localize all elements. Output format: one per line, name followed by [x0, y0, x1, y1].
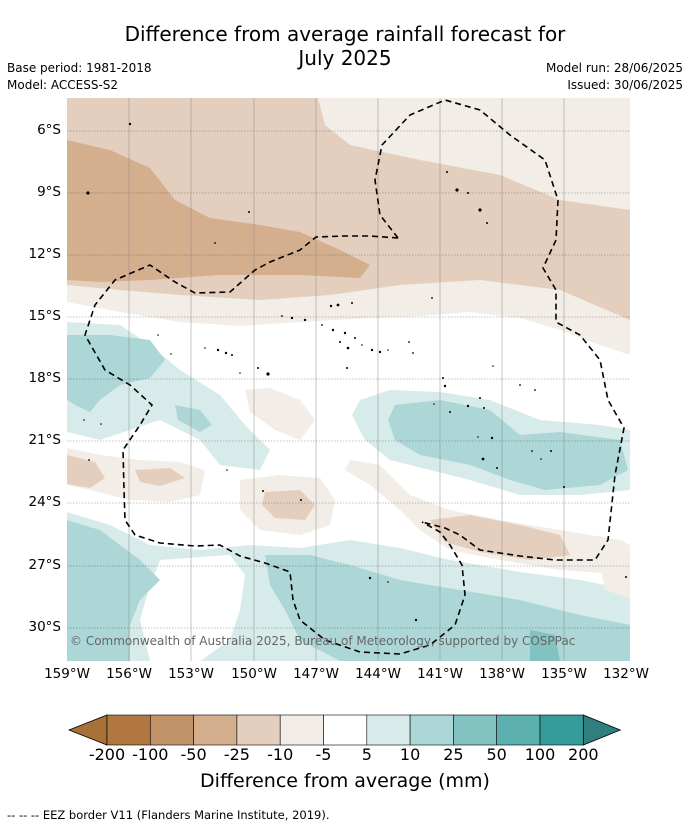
colorbar-tick-label: 200 [568, 745, 599, 764]
meridians [128, 98, 565, 661]
colorbar-tick-label: -200 [88, 745, 126, 764]
dry-region-north-50 [67, 140, 370, 282]
dry-patch-1b [67, 455, 105, 488]
lat-label: 6°S [37, 122, 61, 138]
title-line-2: July 2025 [298, 46, 392, 70]
lon-label: 153°W [168, 666, 214, 682]
title-line-1: Difference from average rainfall forecas… [124, 22, 566, 46]
lon-label: 138°W [479, 666, 525, 682]
colorbar-tick-label: 50 [486, 745, 507, 764]
lat-label: 27°S [28, 557, 62, 573]
colorbar-segment [539, 714, 584, 746]
colorbar-tick-label: -100 [132, 745, 169, 764]
eez-border-cook-islands [374, 99, 625, 561]
model-text: Model: ACCESS-S2 [7, 78, 119, 92]
lon-label: 156°W [106, 666, 152, 682]
colorbar-extend-high [582, 714, 622, 746]
eez-border-north [84, 235, 466, 655]
lat-label: 18°S [28, 370, 62, 386]
colorbar-tick-label: 5 [361, 745, 372, 764]
issued-text: Issued: 30/06/2025 [567, 78, 683, 92]
map-fill-layer [67, 98, 630, 661]
wet-region-west-10 [67, 335, 165, 412]
lat-label: 24°S [28, 494, 62, 510]
colorbar-tick-label: 100 [524, 745, 556, 764]
meta-left: Base period: 1981-2018 Model: ACCESS-S2 [7, 60, 152, 94]
colorbar-segment [106, 714, 151, 746]
lat-label: 21°S [28, 432, 62, 448]
colorbar-segment [279, 714, 324, 746]
meta-right: Model run: 28/06/2025 Issued: 30/06/2025 [546, 60, 683, 94]
map-title: Difference from average rainfall forecas… [0, 22, 690, 70]
colorbar-segment [453, 714, 497, 746]
wet-region-south-25 [530, 630, 560, 661]
colorbar-tick-label: 10 [399, 745, 421, 764]
colorbar-segment [193, 714, 238, 746]
footnote: -- -- -- EEZ border V11 (Flanders Marine… [7, 808, 330, 822]
lon-label: 135°W [541, 666, 587, 682]
colorbar-extend-low [67, 714, 108, 746]
islands [83, 122, 627, 622]
eez-borders [84, 99, 625, 655]
lon-label: 150°W [231, 666, 277, 682]
dry-patch-1c [135, 468, 185, 486]
wet-region-east-10 [388, 400, 628, 490]
lon-label: 132°W [603, 666, 649, 682]
colorbar-segment [496, 714, 541, 746]
colorbar-segment [409, 714, 454, 746]
lat-label: 12°S [28, 246, 62, 262]
dry-patch-4b [430, 515, 570, 560]
wet-region-south-10 [67, 520, 160, 661]
lon-label: 141°W [417, 666, 463, 682]
colorbar-title: Difference from average (mm) [200, 770, 490, 792]
graticule [67, 130, 630, 629]
lon-label: 144°W [355, 666, 401, 682]
colorbar-tick-label: -10 [267, 745, 294, 764]
colorbar-tick-label: -25 [223, 745, 250, 764]
lat-label: 30°S [28, 619, 62, 635]
dry-patch-2b [262, 490, 315, 520]
lon-label: 147°W [293, 666, 339, 682]
lat-label: 9°S [37, 184, 61, 200]
lat-label: 15°S [28, 308, 62, 324]
white-gap-south [140, 555, 245, 661]
colorbar-segment [366, 714, 411, 746]
colorbar-tick-label: 25 [443, 745, 464, 764]
dry-patch-1 [67, 448, 205, 502]
wet-region-west-10b [175, 405, 212, 432]
colorbar-tick-label: -5 [315, 745, 332, 764]
colorbar-tick-label: -50 [180, 745, 207, 764]
colorbar-segment [150, 714, 194, 746]
credit-text: © Commonwealth of Australia 2025, Bureau… [70, 634, 576, 648]
dry-patch-3 [245, 388, 315, 440]
colorbar [67, 714, 622, 746]
model-run-text: Model run: 28/06/2025 [545, 61, 683, 75]
colorbar-segment [236, 714, 281, 746]
base-period-text: Base period: 1981-2018 [7, 61, 152, 75]
colorbar-segment [323, 714, 368, 746]
lon-label: 159°W [44, 666, 90, 682]
